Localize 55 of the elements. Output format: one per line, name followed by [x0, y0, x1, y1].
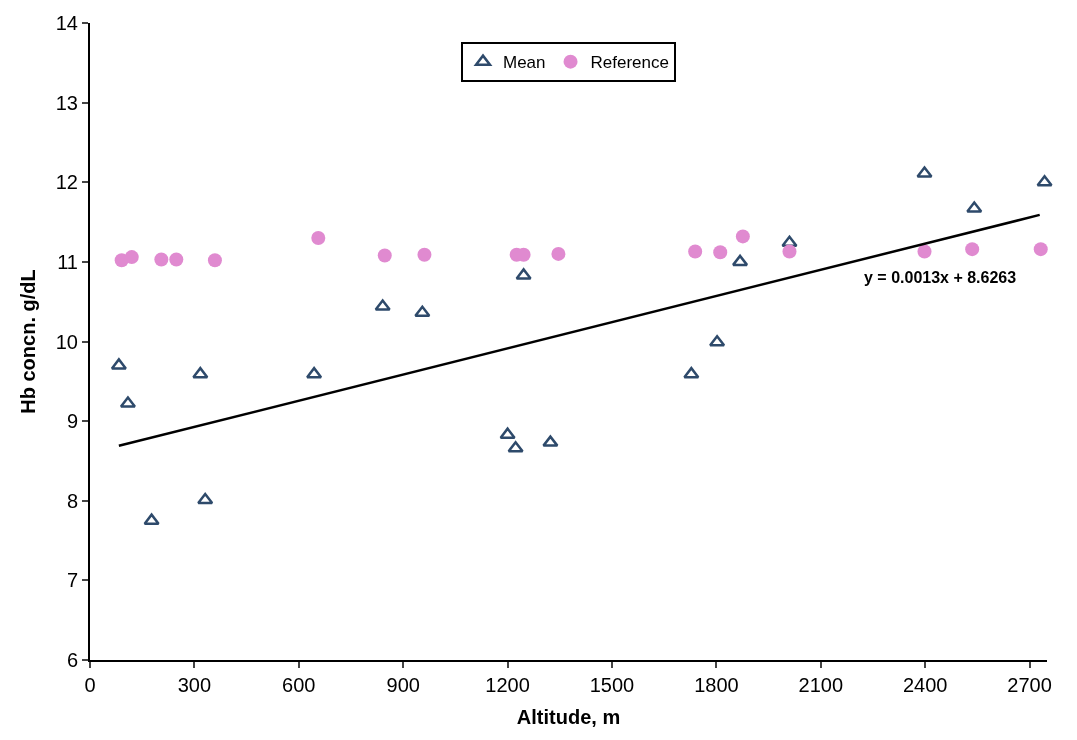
- y-tick-label: 14: [55, 12, 78, 34]
- point: [507, 440, 524, 453]
- y-tick-label: 11: [57, 250, 78, 273]
- x-tick-label: 600: [282, 674, 316, 696]
- point: [515, 268, 532, 280]
- x-tick-label: 300: [177, 674, 212, 696]
- point: [713, 245, 728, 260]
- point: [688, 244, 703, 259]
- point: [374, 299, 391, 311]
- point: [311, 230, 326, 245]
- y-tick-label: 6: [66, 649, 78, 671]
- y-tick-label: 10: [55, 330, 78, 353]
- point: [966, 201, 983, 213]
- annotation: y = 0.0013x + 8.6263: [864, 269, 1017, 286]
- y-tick-label: 8: [66, 489, 78, 512]
- point: [377, 248, 392, 263]
- y-tick-label: 13: [55, 91, 78, 114]
- point: [192, 366, 209, 379]
- point: [1036, 175, 1053, 187]
- x-axis-title: Altitude, m: [516, 706, 621, 728]
- point: [551, 246, 566, 261]
- point: [305, 366, 323, 379]
- y-tick-label: 7: [66, 569, 78, 592]
- point: [917, 244, 932, 259]
- x-tick-label: 2100: [798, 674, 844, 696]
- point: [207, 253, 222, 268]
- y-tick-label: 12: [55, 171, 78, 194]
- point: [197, 492, 214, 505]
- x-tick-label: 2700: [1007, 674, 1052, 696]
- point: [735, 229, 750, 244]
- x-tick-label: 0: [84, 674, 96, 696]
- point: [781, 235, 798, 248]
- point: [782, 244, 797, 259]
- point: [1033, 242, 1048, 257]
- x-tick-label: 1200: [485, 674, 530, 696]
- x-tick-label: 900: [386, 674, 420, 696]
- y-axis-title: Hb concn. g/dL: [16, 269, 39, 414]
- point: [414, 305, 431, 318]
- point: [169, 252, 184, 267]
- point: [916, 166, 933, 178]
- point: [965, 242, 980, 257]
- legend-label: Reference: [590, 53, 669, 73]
- point: [731, 254, 749, 267]
- x-tick-label: 2400: [902, 674, 948, 696]
- y-tick-label: 9: [66, 410, 78, 433]
- point: [154, 252, 169, 267]
- point: [542, 435, 559, 447]
- point: [417, 247, 432, 262]
- legend-label: Mean: [503, 53, 546, 73]
- x-tick-label: 1800: [694, 674, 739, 696]
- point: [143, 513, 160, 525]
- point: [124, 250, 139, 265]
- point: [499, 427, 516, 439]
- x-tick-label: 1500: [589, 674, 635, 696]
- point: [683, 366, 700, 379]
